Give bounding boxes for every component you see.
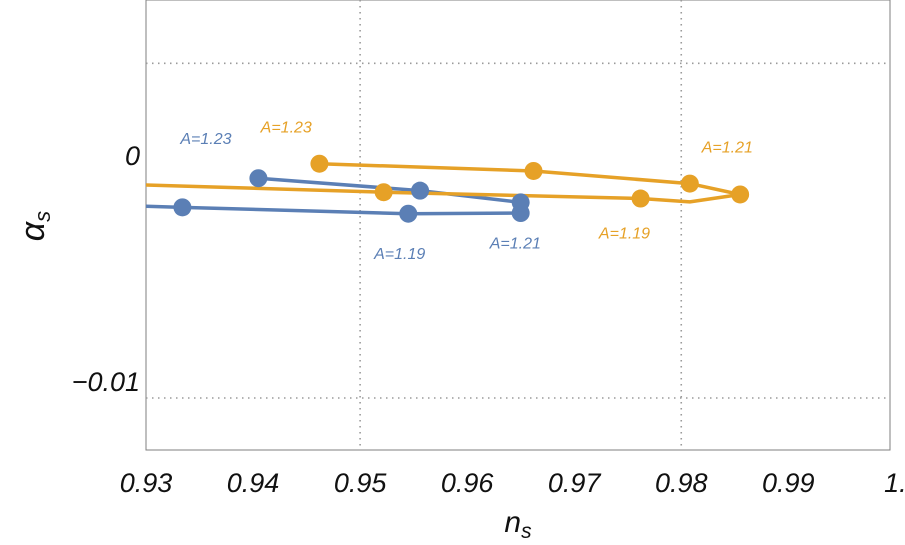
grid-lines: [146, 0, 890, 450]
y-axis-label-sub: s: [30, 211, 55, 222]
series-1-point: [731, 185, 750, 204]
series-1-curve: [145, 161, 742, 204]
x-axis-label: ns: [504, 506, 532, 543]
x-tick-label: 0.94: [227, 468, 280, 498]
y-axis-label: αs: [14, 211, 55, 241]
series-0-curve: [145, 176, 523, 216]
y-tick-labels: 0 −0.01: [72, 141, 140, 397]
y-tick-label: −0.01: [72, 367, 140, 397]
x-tick-label: 0.97: [548, 468, 602, 498]
y-tick-label: 0: [125, 141, 140, 171]
x-tick-label: 0.98: [655, 468, 708, 498]
x-tick-label: 0.93: [120, 468, 173, 498]
series-0-point: [511, 193, 530, 212]
x-tick-label: 1.: [884, 468, 905, 498]
x-tick-label: 0.99: [762, 468, 815, 498]
x-tick-label: 0.95: [334, 468, 388, 498]
x-axis-label-sub: s: [521, 520, 532, 543]
annotations: A=1.23 A=1.19 A=1.21 A=1.23 A=1.21 A=1.19: [179, 120, 752, 263]
x-axis-label-base: n: [504, 506, 521, 539]
series-points: [173, 154, 750, 223]
plot-frame: [145, 0, 891, 451]
point-annotation: A=1.19: [373, 246, 425, 263]
series-1-point: [631, 189, 650, 208]
series-0-point: [399, 204, 418, 223]
point-annotation: A=1.23: [260, 120, 312, 137]
series-1-point: [680, 174, 699, 193]
point-annotation: A=1.23: [179, 131, 231, 148]
x-tick-labels: 0.93 0.94 0.95 0.96 0.97 0.98 0.99 1.: [120, 468, 905, 498]
series-1-point: [310, 154, 329, 173]
series-1-point: [374, 183, 393, 202]
series-0-point: [173, 198, 192, 217]
series-0-point: [411, 181, 430, 200]
point-annotation: A=1.21: [701, 140, 753, 157]
series-1-point: [524, 161, 543, 180]
series-curves: [145, 161, 742, 216]
series-0-point: [249, 169, 268, 188]
point-annotation: A=1.19: [598, 226, 650, 243]
point-annotation: A=1.21: [489, 236, 541, 253]
y-axis-label-base: α: [14, 220, 52, 241]
x-tick-label: 0.96: [441, 468, 495, 498]
